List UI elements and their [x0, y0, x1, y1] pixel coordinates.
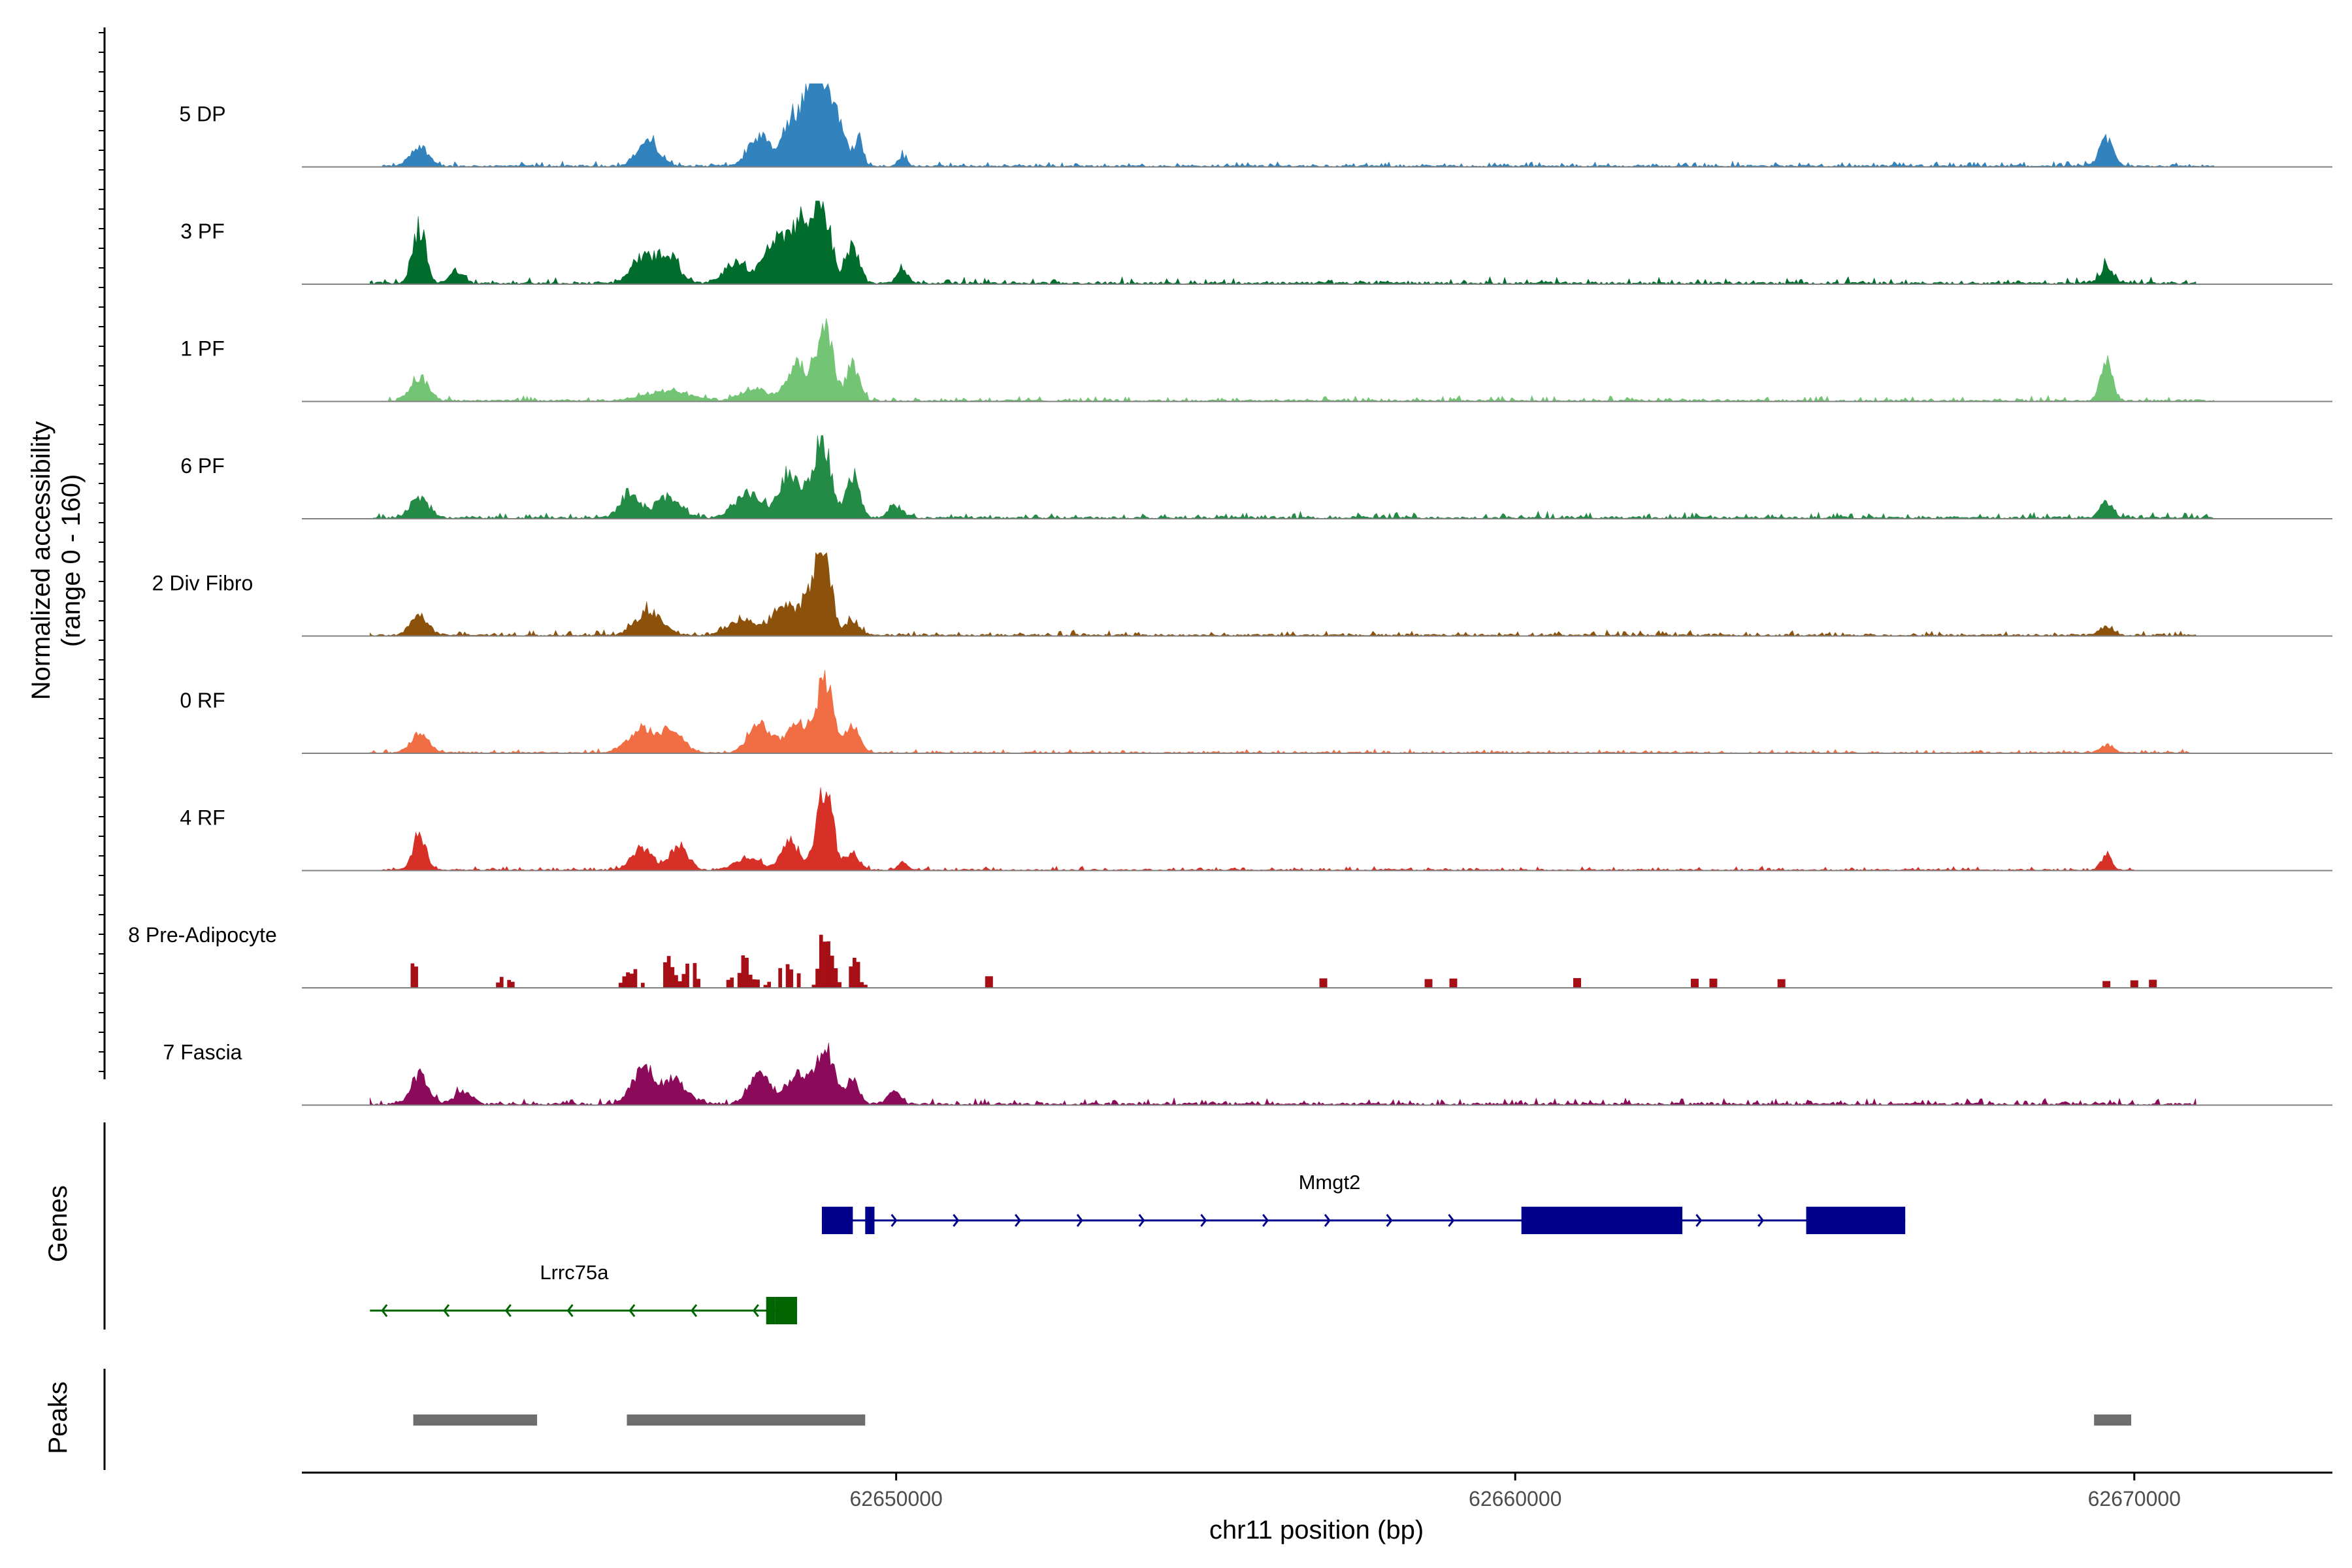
gene-lrrc75a: Lrrc75a	[370, 1261, 798, 1324]
strand-chevron	[1757, 1214, 1765, 1227]
coverage-area	[369, 435, 2215, 519]
coverage-area	[410, 934, 2157, 988]
track-0-rf: 0 RF	[180, 670, 2332, 754]
track-label: 7 Fascia	[163, 1041, 242, 1064]
gene-name-label: Lrrc75a	[540, 1261, 609, 1284]
coverage-tracks: 5 DP 3 PF 1 PF 6 PF 2 Div Fibro 0 RF 4 RF 8 Pre…	[128, 83, 2332, 1106]
peaks-panel-label: Peaks	[44, 1381, 73, 1454]
strand-chevron	[443, 1304, 450, 1317]
accessibility-y-axis: Normalized accessibility (range 0 - 160)	[27, 27, 106, 1079]
exon-block	[821, 1207, 853, 1234]
strand-chevron	[381, 1304, 388, 1317]
gene-mmgt2: Mmgt2	[821, 1171, 1906, 1234]
track-8-pre-adipocyte: 8 Pre-Adipocyte	[128, 923, 2332, 988]
genes-panel: Genes Mmgt2 Lrrc75a	[44, 1122, 1906, 1330]
strand-chevron	[629, 1304, 636, 1317]
track-label: 0 RF	[180, 689, 225, 712]
strand-chevron	[691, 1304, 698, 1317]
coverage-area	[382, 787, 2135, 871]
coverage-area	[382, 318, 2215, 402]
gene-name-label: Mmgt2	[1299, 1171, 1361, 1194]
track-label: 6 PF	[180, 454, 225, 478]
peak-region	[627, 1414, 866, 1426]
peak-region	[2094, 1414, 2132, 1426]
strand-chevron	[890, 1214, 898, 1227]
coverage-area	[382, 83, 2215, 168]
track-label: 2 Div Fibro	[152, 572, 253, 595]
strand-chevron	[1138, 1214, 1145, 1227]
strand-chevron	[752, 1304, 759, 1317]
y-axis-title: Normalized accessibility	[27, 421, 56, 700]
coverage-area	[369, 1042, 2197, 1106]
track-6-pf: 6 PF	[180, 435, 2332, 519]
exon-block	[775, 1297, 798, 1324]
track-label: 1 PF	[180, 337, 225, 361]
track-2-div-fibro: 2 Div Fibro	[152, 552, 2332, 637]
strand-chevron	[1200, 1214, 1207, 1227]
coverage-area	[369, 201, 2197, 285]
exon-block	[1806, 1207, 1906, 1234]
strand-chevron	[504, 1304, 512, 1317]
exon-block	[766, 1297, 776, 1324]
strand-chevron	[1076, 1214, 1083, 1227]
strand-chevron	[1448, 1214, 1455, 1227]
coverage-area	[369, 670, 2191, 754]
exon-block	[865, 1207, 875, 1234]
x-tick-label: 62650000	[849, 1487, 942, 1511]
track-label: 8 Pre-Adipocyte	[128, 923, 277, 947]
coverage-area	[369, 552, 2197, 636]
track-5-dp: 5 DP	[179, 83, 2332, 168]
track-label: 3 PF	[180, 220, 225, 243]
track-1-pf: 1 PF	[180, 318, 2332, 402]
position-x-axis: chr11 position (bp) 62650000 62660000 6267…	[302, 1471, 2332, 1544]
strand-chevron	[1324, 1214, 1331, 1227]
exon-block	[1521, 1207, 1683, 1234]
y-axis-range: (range 0 - 160)	[57, 474, 86, 647]
strand-chevron	[566, 1304, 574, 1317]
strand-chevron	[1014, 1214, 1022, 1227]
peak-region	[413, 1414, 538, 1426]
strand-chevron	[1695, 1214, 1703, 1227]
track-label: 5 DP	[179, 103, 225, 126]
track-4-rf: 4 RF	[180, 787, 2332, 872]
track-7-fascia: 7 Fascia	[163, 1041, 2332, 1106]
genes-panel-label: Genes	[44, 1185, 73, 1262]
strand-chevron	[1386, 1214, 1393, 1227]
peaks-panel: Peaks	[44, 1369, 2132, 1470]
x-tick-label: 62670000	[2088, 1487, 2181, 1511]
x-tick-label: 62660000	[1469, 1487, 1561, 1511]
strand-chevron	[1262, 1214, 1269, 1227]
strand-chevron	[953, 1214, 960, 1227]
track-label: 4 RF	[180, 806, 225, 830]
x-axis-title: chr11 position (bp)	[1209, 1516, 1424, 1544]
track-3-pf: 3 PF	[180, 201, 2332, 285]
